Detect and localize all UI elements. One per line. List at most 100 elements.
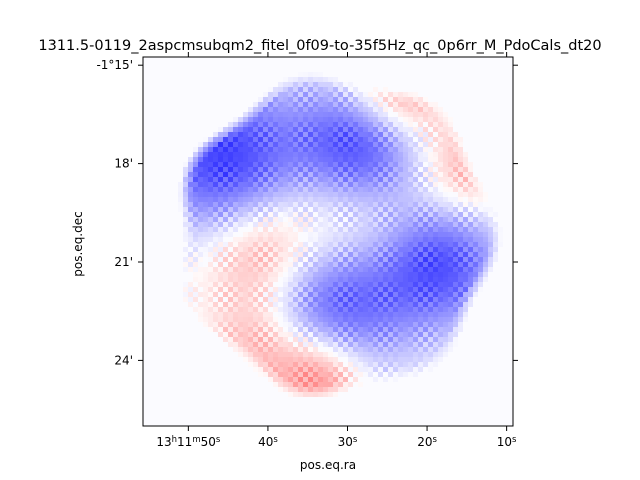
heatmap-cell xyxy=(208,317,213,322)
heatmap-cell xyxy=(188,297,193,302)
heatmap-cell xyxy=(388,257,393,262)
heatmap-cell xyxy=(358,97,363,102)
heatmap-cell xyxy=(233,132,238,137)
heatmap-cell xyxy=(283,207,288,212)
heatmap-cell xyxy=(228,272,233,277)
heatmap-cell xyxy=(423,177,428,182)
heatmap-cell xyxy=(458,222,463,227)
heatmap-cell xyxy=(313,152,318,157)
heatmap-cell xyxy=(418,142,423,147)
heatmap-cell xyxy=(303,222,308,227)
heatmap-cell xyxy=(443,317,448,322)
heatmap-cell xyxy=(318,342,323,347)
heatmap-cell xyxy=(273,117,278,122)
heatmap-cell xyxy=(278,102,283,107)
heatmap-cell xyxy=(413,332,418,337)
heatmap-cell xyxy=(408,312,413,317)
heatmap-cell xyxy=(218,267,223,272)
heatmap-cell xyxy=(283,287,288,292)
heatmap-cell xyxy=(298,157,303,162)
heatmap-cell xyxy=(328,127,333,132)
heatmap-cell xyxy=(318,177,323,182)
heatmap-cell xyxy=(218,152,223,157)
heatmap-cell xyxy=(313,147,318,152)
heatmap-cell xyxy=(288,217,293,222)
heatmap-cell xyxy=(448,137,453,142)
heatmap-cell xyxy=(313,247,318,252)
heatmap-cell xyxy=(433,322,438,327)
heatmap-cell xyxy=(333,227,338,232)
heatmap-cell xyxy=(268,162,273,167)
heatmap-cell xyxy=(328,122,333,127)
heatmap-cell xyxy=(233,287,238,292)
heatmap-cell xyxy=(358,242,363,247)
heatmap-cell xyxy=(198,252,203,257)
heatmap-cell xyxy=(323,202,328,207)
heatmap-cell xyxy=(433,337,438,342)
heatmap-cell xyxy=(423,102,428,107)
heatmap-cell xyxy=(338,307,343,312)
heatmap-cell xyxy=(248,217,253,222)
heatmap-cell xyxy=(258,322,263,327)
heatmap-cell xyxy=(318,312,323,317)
heatmap-cell xyxy=(238,117,243,122)
heatmap-cell xyxy=(288,197,293,202)
heatmap-cell xyxy=(383,312,388,317)
heatmap-cell xyxy=(188,292,193,297)
heatmap-cell xyxy=(198,277,203,282)
heatmap-cell xyxy=(473,217,478,222)
heatmap-cell xyxy=(228,132,233,137)
heatmap-cell xyxy=(418,302,423,307)
heatmap-cell xyxy=(383,212,388,217)
heatmap-cell xyxy=(308,237,313,242)
heatmap-cell xyxy=(448,342,453,347)
heatmap-cell xyxy=(338,382,343,387)
heatmap-cell xyxy=(303,252,308,257)
heatmap-cell xyxy=(353,172,358,177)
heatmap-cell xyxy=(333,97,338,102)
heatmap-cell xyxy=(378,197,383,202)
heatmap-cell xyxy=(373,307,378,312)
heatmap-cell xyxy=(218,167,223,172)
heatmap-cell xyxy=(268,287,273,292)
heatmap-cell xyxy=(213,217,218,222)
heatmap-cell xyxy=(273,332,278,337)
heatmap-cell xyxy=(343,327,348,332)
heatmap-cell xyxy=(293,247,298,252)
heatmap-cell xyxy=(488,222,493,227)
heatmap-cell xyxy=(248,207,253,212)
heatmap-cell xyxy=(408,187,413,192)
heatmap-cell xyxy=(293,317,298,322)
heatmap-cell xyxy=(323,122,328,127)
heatmap-cell xyxy=(393,92,398,97)
heatmap-cell xyxy=(233,262,238,267)
heatmap-cell xyxy=(288,192,293,197)
heatmap-cell xyxy=(323,182,328,187)
heatmap-cell xyxy=(183,212,188,217)
heatmap-cell xyxy=(353,337,358,342)
heatmap-cell xyxy=(273,207,278,212)
heatmap-cell xyxy=(248,272,253,277)
heatmap-cell xyxy=(203,157,208,162)
heatmap-cell xyxy=(363,202,368,207)
heatmap-cell xyxy=(218,182,223,187)
heatmap-cell xyxy=(363,277,368,282)
heatmap-cell xyxy=(333,377,338,382)
heatmap-cell xyxy=(208,242,213,247)
heatmap-cell xyxy=(368,307,373,312)
heatmap-cell xyxy=(268,117,273,122)
heatmap-cell xyxy=(278,347,283,352)
heatmap-cell xyxy=(328,342,333,347)
heatmap-cell xyxy=(318,327,323,332)
heatmap-cell xyxy=(333,182,338,187)
heatmap-cell xyxy=(263,147,268,152)
heatmap-cell xyxy=(248,337,253,342)
heatmap-cell xyxy=(373,97,378,102)
heatmap-cell xyxy=(253,162,258,167)
heatmap-cell xyxy=(353,312,358,317)
heatmap-cell xyxy=(213,167,218,172)
heatmap-cell xyxy=(408,322,413,327)
heatmap-cell xyxy=(353,357,358,362)
heatmap-cell xyxy=(343,157,348,162)
heatmap-cell xyxy=(228,192,233,197)
